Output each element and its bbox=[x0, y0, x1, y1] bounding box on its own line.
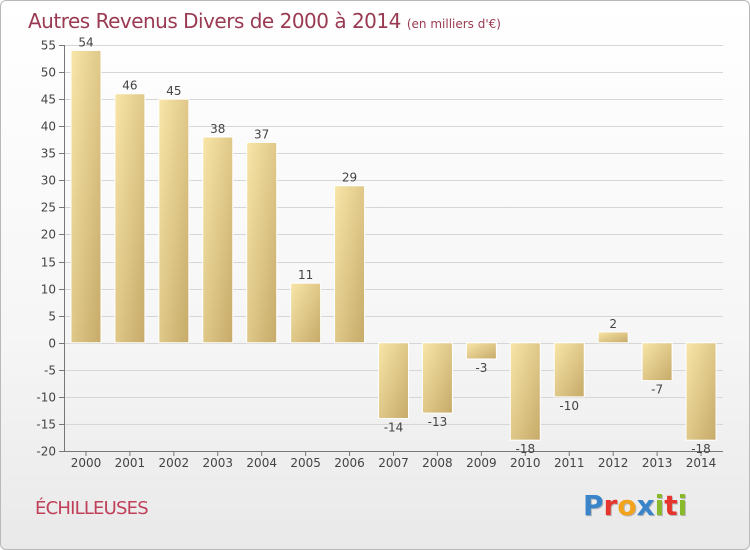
x-tick-label: 2000 bbox=[71, 456, 102, 470]
commune-name: ÉCHILLEUSES bbox=[35, 498, 149, 519]
chart-title-text: Autres Revenus Divers de 2000 à 2014 bbox=[28, 9, 401, 33]
y-tick-label: -20 bbox=[36, 445, 56, 459]
bar-2002 bbox=[158, 98, 190, 344]
y-tick-label: 15 bbox=[41, 256, 56, 270]
bar-2008 bbox=[421, 342, 453, 414]
value-label: 38 bbox=[210, 122, 225, 136]
x-tick-label: 2008 bbox=[422, 456, 453, 470]
brand-letter: x bbox=[636, 489, 655, 522]
bar-2014 bbox=[685, 342, 717, 441]
y-tick-label: -15 bbox=[36, 418, 56, 432]
chart-title: Autres Revenus Divers de 2000 à 2014 (en … bbox=[28, 9, 501, 33]
value-label: 11 bbox=[298, 268, 313, 282]
bar-2005 bbox=[290, 282, 322, 344]
y-tick-label: 45 bbox=[41, 93, 56, 107]
x-tick-label: 2007 bbox=[378, 456, 409, 470]
x-tick-label: 2012 bbox=[598, 456, 629, 470]
proxiti-logo[interactable]: Proxiti bbox=[583, 489, 687, 522]
x-tick-label: 2011 bbox=[554, 456, 585, 470]
bar-2013 bbox=[641, 342, 673, 382]
value-label: -3 bbox=[475, 361, 487, 375]
y-tick-label: 25 bbox=[41, 201, 56, 215]
brand-letter: o bbox=[617, 489, 637, 522]
brand-letter: t bbox=[664, 489, 678, 522]
bars-layer bbox=[70, 49, 717, 441]
y-tick-label: 10 bbox=[41, 283, 56, 297]
bar-2011 bbox=[553, 342, 585, 398]
x-tick-label: 2013 bbox=[642, 456, 673, 470]
chart-unit: (en milliers d'€) bbox=[406, 17, 501, 31]
x-tick-label: 2014 bbox=[686, 456, 717, 470]
labels-layer: -20 -15 -10 -5 0 5 10 15 20 25 30 35 40 45 50 55 54 2000 4… bbox=[36, 35, 716, 470]
y-tick-label: 5 bbox=[48, 310, 56, 324]
bar-2000 bbox=[70, 49, 102, 344]
brand-letter: r bbox=[603, 489, 618, 522]
value-label: 45 bbox=[166, 84, 181, 98]
y-tick-label: 30 bbox=[41, 174, 56, 188]
value-label: 54 bbox=[78, 35, 93, 49]
y-tick-label: 40 bbox=[41, 120, 56, 134]
x-tick-label: 2002 bbox=[159, 456, 190, 470]
value-label: 37 bbox=[254, 127, 269, 141]
y-tick-label: -10 bbox=[36, 391, 56, 405]
bar-2012 bbox=[597, 331, 629, 344]
value-label: -18 bbox=[691, 442, 711, 456]
value-label: -14 bbox=[384, 421, 404, 435]
bar-2001 bbox=[114, 93, 146, 344]
y-tick-label: 50 bbox=[41, 66, 56, 80]
brand-letter: i bbox=[654, 489, 665, 522]
value-label: -13 bbox=[428, 415, 448, 429]
bar-2007 bbox=[378, 342, 409, 420]
value-label: -7 bbox=[651, 383, 663, 397]
x-tick-label: 2004 bbox=[246, 456, 277, 470]
bar-2010 bbox=[509, 342, 541, 441]
brand-letter: i bbox=[677, 489, 688, 522]
bar-2006 bbox=[334, 185, 366, 344]
value-label: 46 bbox=[122, 79, 137, 93]
y-tick-label: 55 bbox=[41, 39, 56, 53]
y-tick-label: 0 bbox=[48, 337, 56, 351]
x-tick-label: 2005 bbox=[290, 456, 321, 470]
y-tick-label: 20 bbox=[41, 228, 56, 242]
value-label: -18 bbox=[515, 442, 535, 456]
x-tick-label: 2010 bbox=[510, 456, 541, 470]
value-label: -10 bbox=[559, 399, 579, 413]
x-tick-label: 2006 bbox=[334, 456, 365, 470]
bar-2004 bbox=[246, 141, 278, 344]
brand-letter: P bbox=[583, 489, 604, 522]
bar-2003 bbox=[202, 136, 234, 344]
y-tick-label: -5 bbox=[44, 364, 56, 378]
y-tick-label: 35 bbox=[41, 147, 56, 161]
bar-2009 bbox=[465, 342, 497, 360]
value-label: 29 bbox=[342, 171, 357, 185]
value-label: 2 bbox=[609, 317, 617, 331]
x-tick-label: 2001 bbox=[115, 456, 146, 470]
x-tick-label: 2009 bbox=[466, 456, 497, 470]
x-tick-label: 2003 bbox=[202, 456, 233, 470]
